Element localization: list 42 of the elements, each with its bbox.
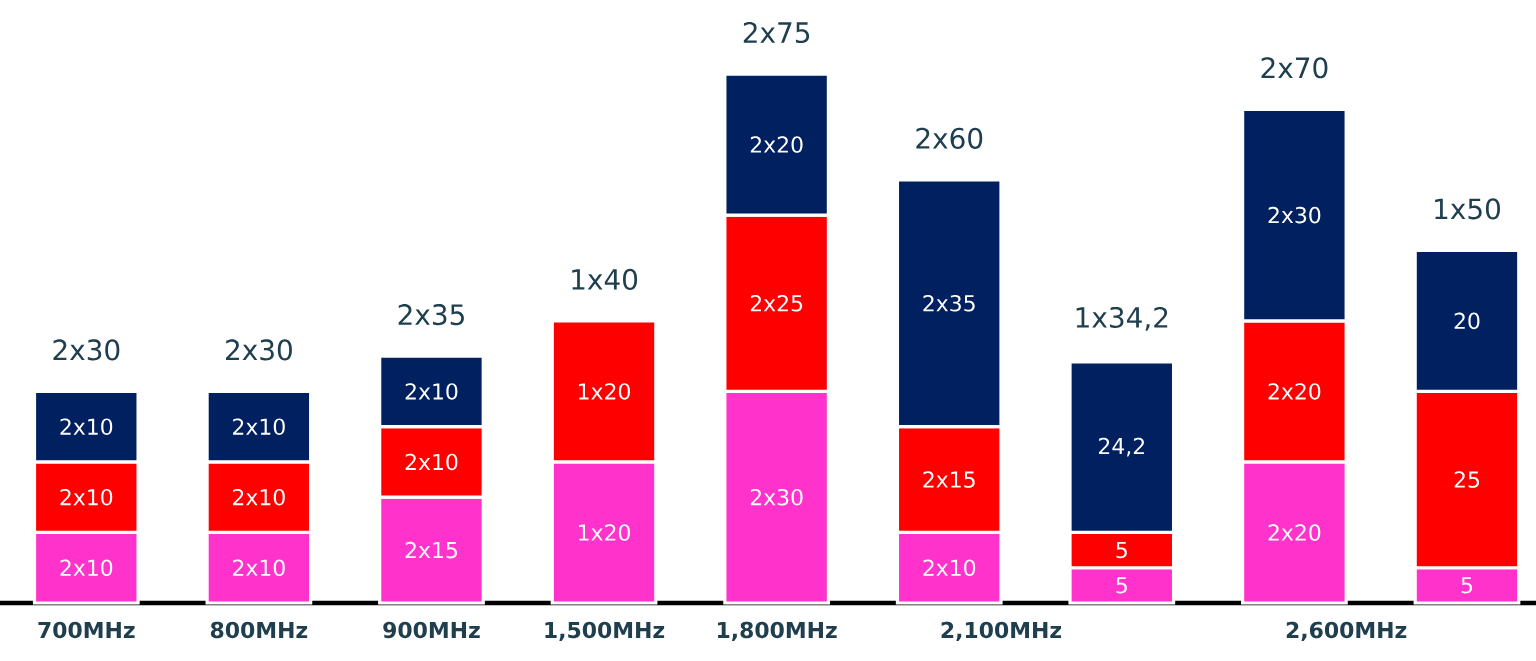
total-label: 2x30 [53, 339, 120, 361]
data-label: 2x10 [233, 488, 285, 506]
data-label: 2x10 [233, 559, 285, 577]
data-label: 2x10 [233, 418, 285, 435]
data-label: 5 [1116, 577, 1127, 594]
data-label: 2x15 [923, 471, 975, 488]
total-label: 2x70 [1261, 57, 1328, 79]
x-tick-label: 800MHz [210, 621, 308, 639]
total-label: 2x60 [916, 127, 983, 149]
data-label: 1x20 [579, 383, 630, 400]
x-tick-label: 700MHz [38, 621, 135, 639]
total-label: 1x40 [572, 268, 638, 290]
x-tick-label: 900MHz [383, 621, 480, 639]
data-label: 2x30 [750, 488, 803, 506]
data-label: 1x20 [579, 524, 630, 541]
data-label: 24,2 [1099, 437, 1144, 457]
data-label: 2x35 [923, 294, 975, 312]
data-label: 2x25 [750, 294, 803, 312]
data-label: 2x10 [923, 559, 976, 577]
total-label: 1x50 [1435, 198, 1500, 220]
data-label: 2x15 [405, 541, 457, 559]
data-label: 20 [1454, 312, 1480, 330]
data-label: 5 [1116, 541, 1127, 559]
total-label: 2x75 [743, 21, 810, 44]
data-label: 2x10 [405, 383, 458, 400]
data-label: 2x20 [1268, 524, 1321, 541]
x-tick-label: 2,100MHz [941, 621, 1062, 642]
data-label: 2x10 [60, 559, 113, 577]
data-label: 2x10 [60, 488, 113, 506]
total-label: 1x34,2 [1076, 306, 1168, 331]
x-tick-label: 1,800MHz [717, 621, 837, 642]
data-label: 2x10 [405, 453, 458, 471]
data-label: 2x10 [60, 418, 113, 435]
data-label: 25 [1454, 471, 1479, 488]
x-tick-label: 2,600MHz [1286, 621, 1407, 642]
data-label: 2x30 [1268, 206, 1321, 224]
data-label: 5 [1461, 577, 1473, 594]
x-tick-label: 1,500MHz [545, 621, 665, 642]
total-label: 2x30 [226, 339, 292, 361]
total-label: 2x35 [398, 304, 464, 326]
data-label: 2x20 [1268, 383, 1321, 400]
data-label: 2x20 [750, 136, 803, 153]
